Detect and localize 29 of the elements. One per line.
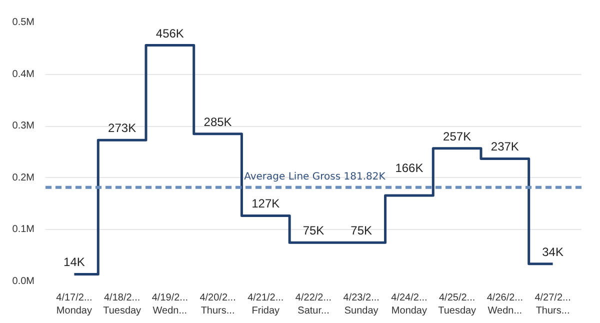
- x-tick-label: 4/26/2... Wedn...: [486, 292, 523, 317]
- y-tick-label: 0.5M: [12, 17, 35, 28]
- data-label: 456K: [156, 26, 184, 40]
- data-label: 127K: [252, 196, 280, 211]
- data-label: 75K: [350, 224, 372, 238]
- data-label: 257K: [443, 129, 472, 144]
- x-tick-label: 4/18/2... Tuesday: [103, 292, 142, 317]
- x-tick-label: 4/22/2... Satur...: [295, 292, 332, 317]
- x-tick-label: 4/21/2... Friday: [248, 292, 284, 317]
- y-tick-label: 0.0M: [12, 276, 35, 287]
- x-tick-label: 4/17/2... Monday: [56, 292, 92, 317]
- x-tick-label: 4/23/2... Sunday: [343, 292, 380, 317]
- data-label: 34K: [542, 244, 564, 259]
- y-tick-label: 0.2M: [12, 172, 35, 184]
- y-tick-label: 0.3M: [12, 120, 35, 132]
- y-tick-label: 0.1M: [12, 224, 35, 236]
- ref-line-label: Average Line Gross 181.82K: [244, 171, 386, 182]
- data-label: 285K: [204, 114, 232, 129]
- y-tick-label: 0.4M: [12, 68, 35, 80]
- data-label: 273K: [108, 121, 136, 136]
- x-tick-label: 4/27/2... Thurs...: [534, 292, 571, 317]
- data-label: 166K: [395, 160, 424, 175]
- x-tick-label: 4/19/2... Wedn...: [152, 292, 188, 317]
- x-tick-label: 4/24/2... Monday: [391, 292, 428, 317]
- data-label: 75K: [302, 224, 324, 238]
- x-tick-label: 4/20/2... Thurs...: [200, 292, 236, 317]
- x-tick-label: 4/25/2... Tuesday: [438, 292, 476, 317]
- data-label: 14K: [64, 255, 85, 270]
- data-label: 237K: [490, 140, 519, 154]
